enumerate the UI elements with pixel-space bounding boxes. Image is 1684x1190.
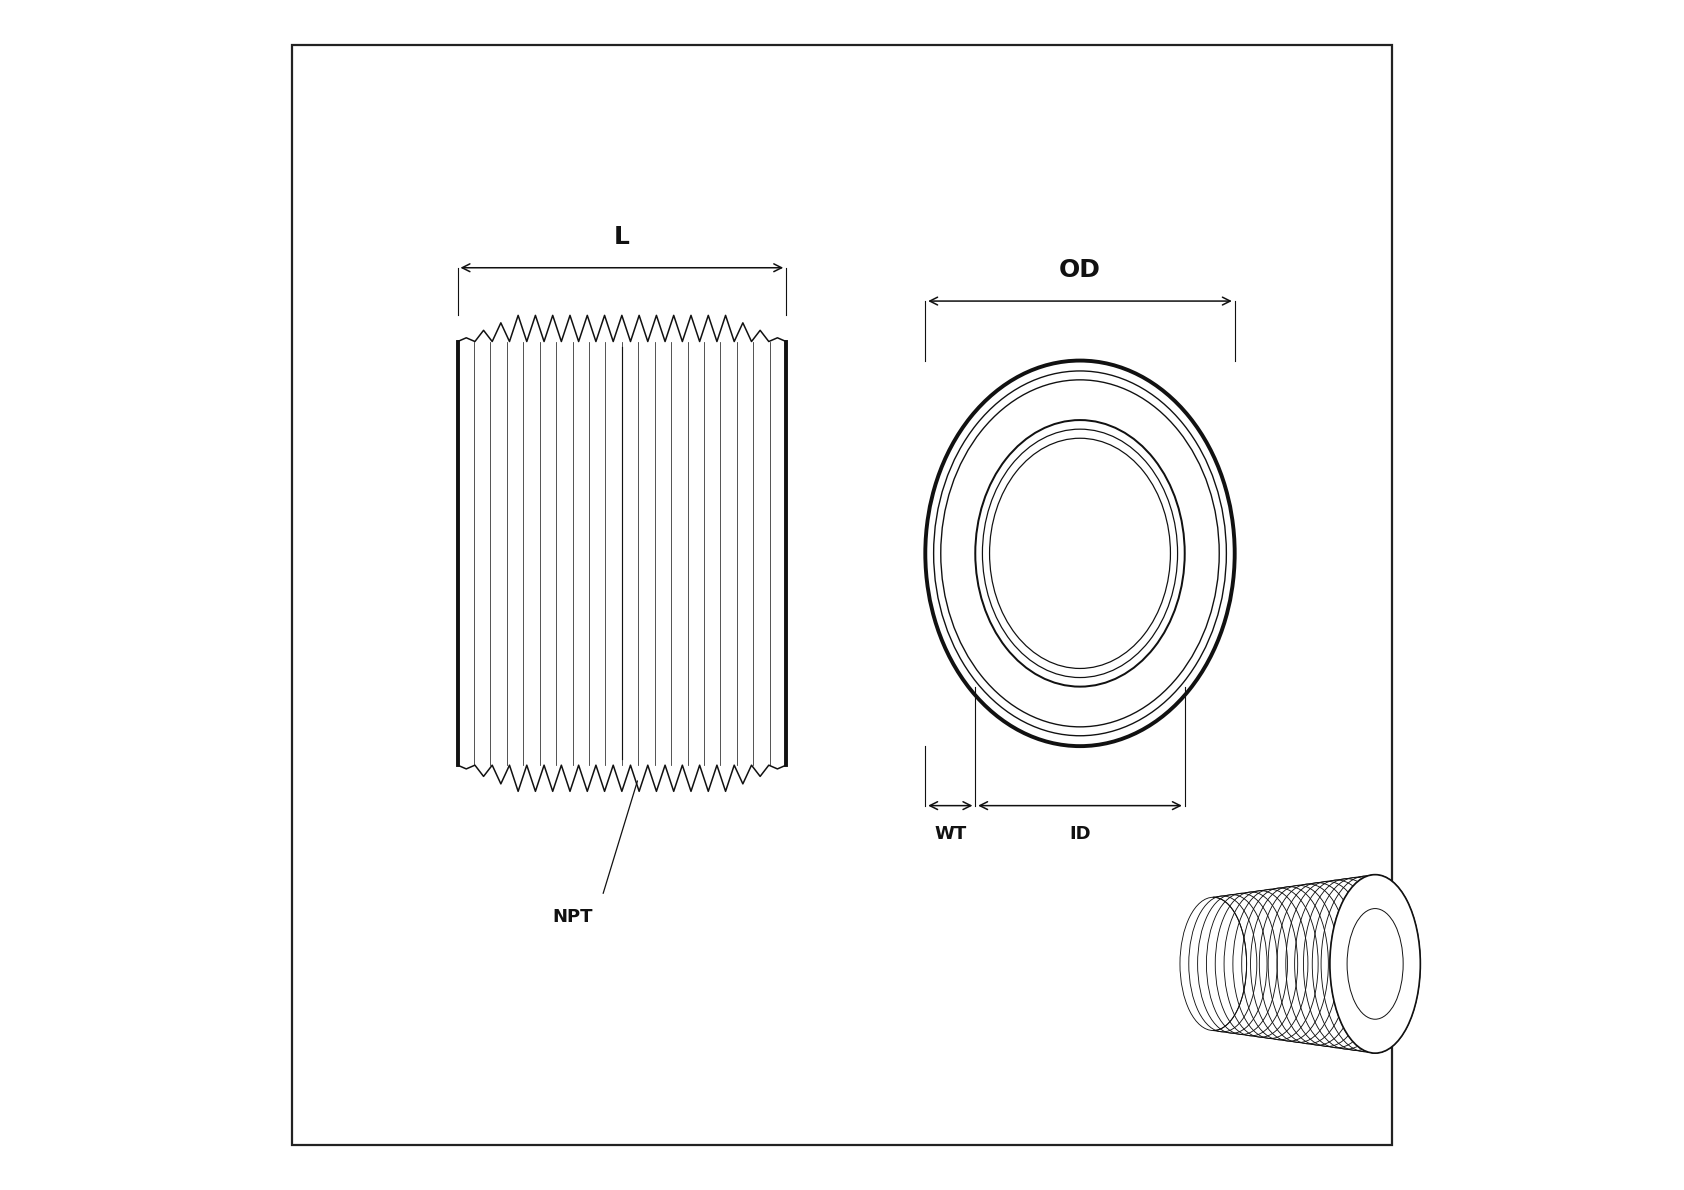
Ellipse shape [1330, 875, 1420, 1053]
Text: NPT: NPT [552, 908, 593, 926]
Ellipse shape [1347, 909, 1403, 1019]
Text: ID: ID [1069, 825, 1091, 843]
Text: WT: WT [935, 825, 967, 843]
Text: OD: OD [1059, 258, 1101, 282]
Text: L: L [615, 225, 630, 249]
